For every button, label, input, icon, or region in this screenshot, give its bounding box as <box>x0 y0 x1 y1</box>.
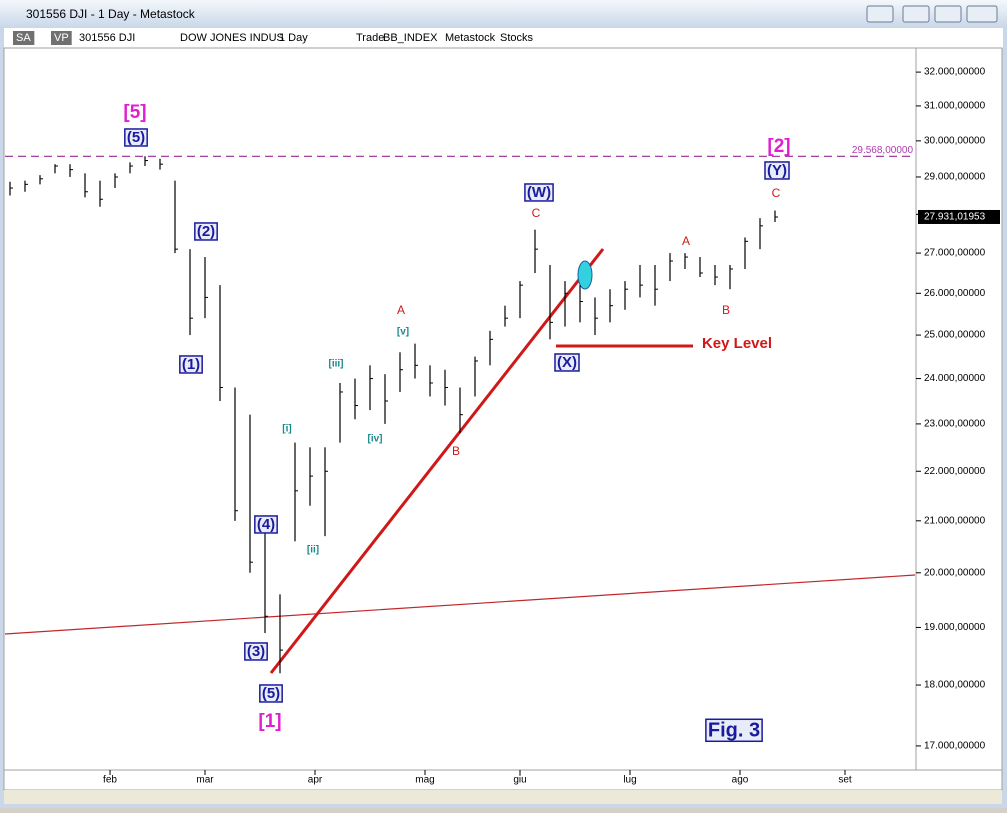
y-tick-label: 20.000,00000 <box>924 567 986 578</box>
wave-label: [iv] <box>368 434 383 445</box>
y-tick-label: 18.000,00000 <box>924 680 986 691</box>
y-tick-label: 31.000,00000 <box>924 101 986 112</box>
toolbar-item: Trade <box>356 32 384 44</box>
wave-label: (Y) <box>767 162 787 179</box>
toolbar-item: BB_INDEX <box>383 32 438 44</box>
wave-label: (W) <box>527 184 551 201</box>
wave-label: C <box>532 206 541 220</box>
wave-label: [v] <box>397 327 409 338</box>
label-box <box>124 128 148 147</box>
y-tick-label: 17.000,00000 <box>924 741 986 752</box>
wave-label: Key Level <box>702 335 772 352</box>
y-tick-label: 22.000,00000 <box>924 466 986 477</box>
reference-label: 29.568,00000 <box>852 145 914 156</box>
chart: 17.000,00000 18.000,00000 19.000,00000 20.0… <box>5 67 1000 786</box>
wave-label: (4) <box>257 516 275 533</box>
x-tick-label: apr <box>308 775 323 786</box>
wave-label: [iii] <box>329 359 344 370</box>
wave-label: (5) <box>262 685 280 702</box>
wave-label: (1) <box>182 356 200 373</box>
label-box <box>524 183 554 202</box>
wave-label: B <box>722 303 730 317</box>
label-box <box>194 222 218 241</box>
title-bar <box>0 0 1007 28</box>
y-tick-label: 30.000,00000 <box>924 135 986 146</box>
x-tick-label: lug <box>623 775 636 786</box>
y-tick-label: 27.000,00000 <box>924 248 986 259</box>
wave-label: (5) <box>127 129 145 146</box>
label-box <box>554 353 580 372</box>
wave-label: A <box>682 234 690 248</box>
toolbar-item: 1 Day <box>279 32 308 44</box>
y-tick-label: 32.000,00000 <box>924 67 986 78</box>
toolbar-item: 301556 DJI <box>79 32 135 44</box>
last-price-box <box>918 209 1000 224</box>
wave-label: [ii] <box>307 545 319 556</box>
y-tick-label: 24.000,00000 <box>924 373 986 384</box>
y-tick-label: 26.000,00000 <box>924 288 986 299</box>
label-box <box>705 718 763 743</box>
toolbar-item: Stocks <box>500 32 534 44</box>
status-bar <box>4 790 1002 804</box>
window-title: 301556 DJI - 1 Day - Metastock <box>26 7 196 21</box>
y-tick-label: 29.000,00000 <box>924 172 986 183</box>
close-button[interactable] <box>966 5 998 23</box>
label-box <box>259 684 283 703</box>
highlight-ellipse <box>577 260 593 290</box>
toolbar-item: DOW JONES INDUS <box>180 32 284 44</box>
wave-label: [5] <box>123 102 146 123</box>
x-tick-label: giu <box>513 775 526 786</box>
trend-line <box>269 248 605 674</box>
x-tick-label: mar <box>196 775 214 786</box>
label-box <box>244 642 268 661</box>
minimize-button[interactable] <box>902 5 930 23</box>
label-box <box>179 355 203 374</box>
wave-label: [i] <box>282 424 291 435</box>
last-price-label: 27.931,01953 <box>924 212 986 223</box>
x-tick-label: mag <box>415 775 434 786</box>
trend-line <box>4 574 916 635</box>
restore-button[interactable] <box>866 5 894 23</box>
wave-label: B <box>452 444 460 458</box>
x-tick-label: ago <box>732 775 749 786</box>
x-tick-label: feb <box>103 775 117 786</box>
y-tick-label: 23.000,00000 <box>924 419 986 430</box>
wave-label: C <box>772 186 781 200</box>
wave-label: (2) <box>197 223 215 240</box>
toolbar-item: Metastock <box>445 32 496 44</box>
toolbar-item: SA <box>16 32 31 44</box>
toolbar-button[interactable] <box>13 31 35 45</box>
wave-label: (X) <box>557 354 577 371</box>
toolbar-item: VP <box>54 32 69 44</box>
maximize-button[interactable] <box>934 5 962 23</box>
toolbar <box>4 28 1003 48</box>
wave-label: Fig. 3 <box>708 719 760 741</box>
wave-label: [2] <box>767 136 790 157</box>
y-tick-label: 21.000,00000 <box>924 515 986 526</box>
wave-label: [1] <box>258 711 281 732</box>
wave-label: A <box>397 303 405 317</box>
wave-label: (3) <box>247 643 265 660</box>
x-tick-label: set <box>838 775 852 786</box>
x-axis-panel <box>3 769 1003 791</box>
y-axis-panel <box>915 47 1003 771</box>
y-tick-label: 19.000,00000 <box>924 622 986 633</box>
label-box <box>254 515 278 534</box>
toolbar-button[interactable] <box>51 31 72 45</box>
y-tick-label: 25.000,00000 <box>924 330 986 341</box>
label-box <box>764 161 790 180</box>
